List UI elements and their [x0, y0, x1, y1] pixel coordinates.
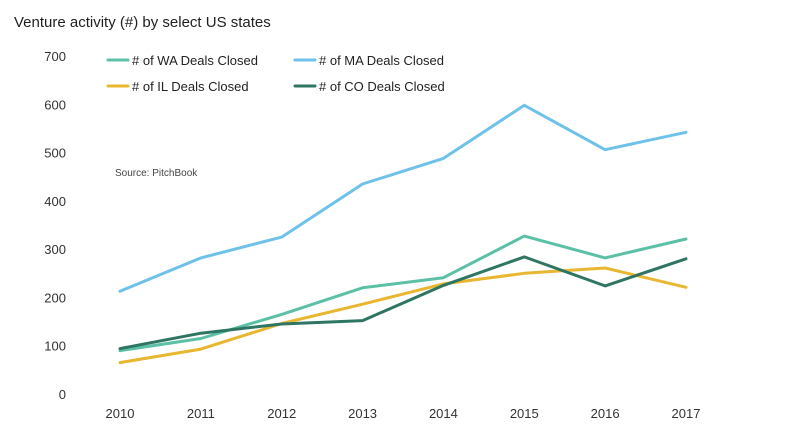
- x-tick-label-2017: 2017: [672, 406, 701, 421]
- x-tick-label-2015: 2015: [510, 406, 539, 421]
- x-tick-label-2014: 2014: [429, 406, 458, 421]
- y-tick-label-0: 0: [59, 387, 66, 402]
- series-line-4: [118, 255, 688, 351]
- x-tick-label-2011: 2011: [187, 406, 215, 421]
- y-tick-label-600: 600: [44, 97, 66, 112]
- chart-title: Venture activity (#) by select US states: [14, 14, 271, 31]
- legend-label-1: # of WA Deals Closed: [132, 53, 258, 68]
- x-tick-label-2012: 2012: [267, 406, 296, 421]
- y-tick-label-200: 200: [44, 290, 66, 305]
- series-line-1: [118, 234, 688, 353]
- legend-label-3: # of IL Deals Closed: [132, 79, 249, 94]
- x-tick-label-2010: 2010: [106, 406, 135, 421]
- x-tick-label-2016: 2016: [591, 406, 620, 421]
- source-annotation: Source: PitchBook: [115, 168, 198, 179]
- x-tick-label-2013: 2013: [348, 406, 377, 421]
- legend-label-2: # of MA Deals Closed: [319, 53, 444, 68]
- y-tick-label-300: 300: [44, 242, 66, 257]
- series-line-3: [118, 266, 688, 365]
- y-tick-label-700: 700: [44, 49, 66, 64]
- y-tick-label-400: 400: [44, 194, 66, 209]
- y-tick-label-100: 100: [44, 339, 66, 354]
- series-line-2: [118, 103, 688, 293]
- legend-label-4: # of CO Deals Closed: [319, 79, 445, 94]
- y-tick-label-500: 500: [44, 146, 66, 161]
